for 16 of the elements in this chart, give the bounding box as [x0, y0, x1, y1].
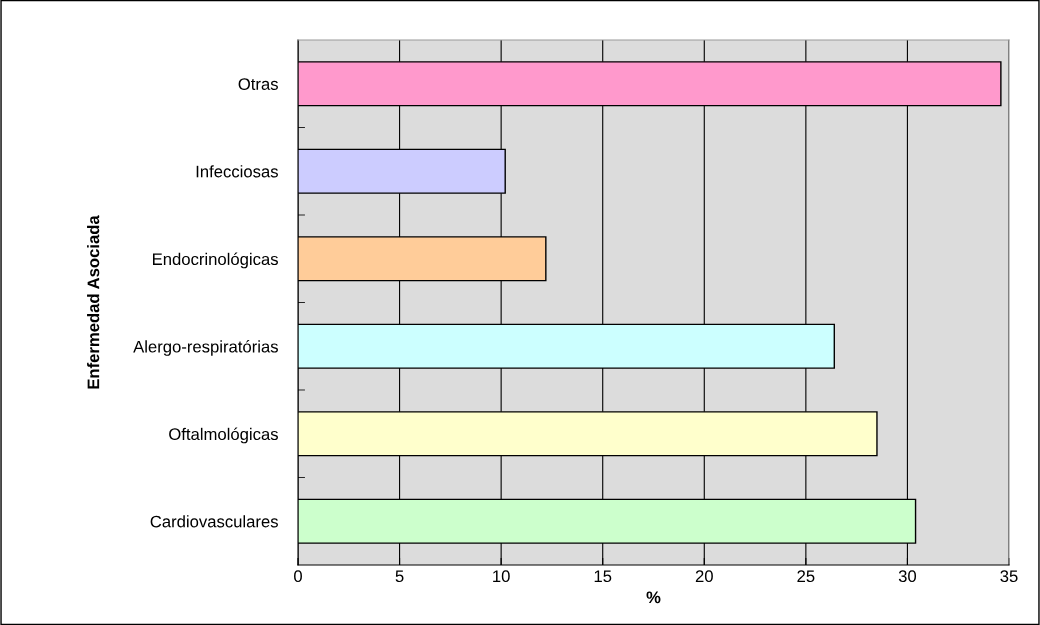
y-tick-label: Oftalmológicas — [169, 427, 278, 444]
x-tick-label: 20 — [695, 570, 713, 583]
y-tick-label: Endocrinológicas — [153, 252, 278, 269]
y-tick-label: Otras — [238, 78, 278, 90]
x-tick-label: 35 — [1000, 570, 1018, 583]
y-tick-label: Infecciosas — [196, 165, 278, 178]
x-tick-label: 25 — [797, 570, 815, 583]
x-tick-label: 15 — [594, 570, 612, 583]
y-axis-title: Enfermedad Asociada — [87, 215, 100, 389]
x-tick-label: 10 — [493, 570, 510, 583]
x-tick-label: 30 — [898, 570, 917, 583]
x-tick-label: 5 — [395, 570, 404, 583]
y-tick-label: Cardiovasculares — [150, 515, 278, 528]
x-tick-label: 0 — [294, 570, 302, 583]
x-axis-title: % — [646, 591, 661, 604]
y-tick-label: Alergo-respiratórias — [133, 340, 278, 356]
